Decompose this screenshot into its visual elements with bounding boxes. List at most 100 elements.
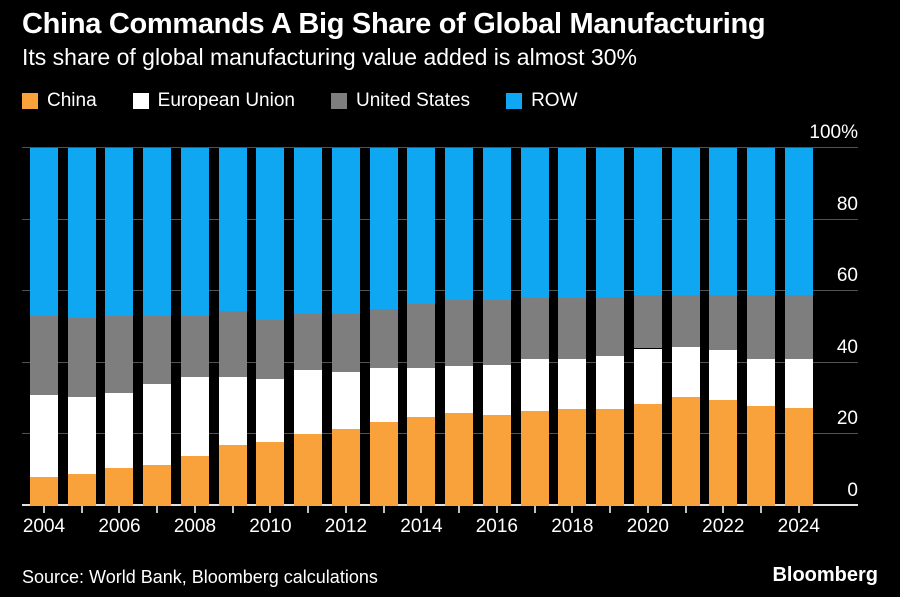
bar-segment-row-2013 <box>369 148 398 310</box>
x-axis-tick-2010 <box>269 506 272 513</box>
bar-segment-china-2021 <box>671 396 700 506</box>
chart-title: China Commands A Big Share of Global Man… <box>22 8 766 40</box>
source-note: Source: World Bank, Bloomberg calculatio… <box>22 567 378 587</box>
bar-segment-united-states-2020 <box>633 294 662 349</box>
bar-segment-china-2019 <box>596 409 625 506</box>
bar-segment-row-2005 <box>67 148 96 319</box>
y-axis-label-80: 80 <box>836 193 858 215</box>
x-axis-baseline <box>22 504 858 506</box>
bar-segment-row-2012 <box>331 148 360 315</box>
bar-segment-row-2020 <box>633 148 662 295</box>
bar-segment-european-union-2007 <box>143 384 172 465</box>
legend-item-row: ROW <box>506 90 578 112</box>
bar-segment-china-2010 <box>256 441 285 506</box>
bar-segment-united-states-2013 <box>369 309 398 369</box>
bar-segment-european-union-2011 <box>294 369 323 435</box>
legend-swatch-icon <box>132 93 149 109</box>
bar-segment-china-2005 <box>67 473 96 506</box>
bar-2007 <box>143 148 172 506</box>
y-axis-label-40: 40 <box>836 336 858 358</box>
bar-segment-united-states-2018 <box>558 298 587 360</box>
bar-segment-united-states-2015 <box>445 300 474 367</box>
bar-segment-european-union-2009 <box>218 377 247 446</box>
plot-area: 0 20 40 60 80 100% 2004 2006 2008 2010 2012 2014 201… <box>22 123 858 537</box>
bar-segment-united-states-2022 <box>709 294 738 351</box>
bar-segment-european-union-2021 <box>671 346 700 397</box>
bar-segment-china-2006 <box>105 468 134 506</box>
bar-segment-european-union-2005 <box>67 396 96 474</box>
x-axis-tick-2012 <box>344 506 347 513</box>
bar-segment-united-states-2010 <box>256 319 285 379</box>
bar-segment-china-2008 <box>180 455 209 506</box>
bar-segment-china-2018 <box>558 409 587 506</box>
bar-segment-row-2024 <box>784 148 813 295</box>
bar-2013 <box>369 148 398 506</box>
x-axis-tick-2021 <box>684 506 687 513</box>
legend-swatch-icon <box>506 93 523 109</box>
bar-segment-united-states-2019 <box>596 296 625 356</box>
bar-segment-european-union-2018 <box>558 359 587 410</box>
bar-segment-row-2015 <box>445 148 474 301</box>
bar-segment-united-states-2011 <box>294 314 323 370</box>
legend: China European Union United States ROW <box>22 90 578 112</box>
legend-label: United States <box>355 90 471 111</box>
x-axis-tick-2020 <box>646 506 649 513</box>
legend-item-european-union: European Union <box>132 90 295 112</box>
bar-2015 <box>445 148 474 506</box>
bar-2008 <box>180 148 209 506</box>
bar-2019 <box>596 148 625 506</box>
bar-segment-row-2019 <box>596 148 625 297</box>
x-axis-label-2008: 2008 <box>173 516 217 537</box>
bar-segment-european-union-2024 <box>784 359 813 408</box>
bar-segment-united-states-2014 <box>407 303 436 369</box>
bar-segment-european-union-2015 <box>445 366 474 413</box>
x-axis-tick-2016 <box>495 506 498 513</box>
x-axis-tick-2005 <box>80 506 83 513</box>
bar-segment-row-2011 <box>294 148 323 315</box>
y-axis-label-100: 100% <box>809 122 858 143</box>
x-axis-label-2024: 2024 <box>777 516 820 537</box>
bar-segment-european-union-2023 <box>747 359 776 406</box>
x-axis-label-2020: 2020 <box>626 516 669 537</box>
bar-segment-european-union-2004 <box>30 395 58 478</box>
bar-2023 <box>747 148 776 506</box>
bar-segment-european-union-2022 <box>709 350 738 401</box>
bar-segment-china-2015 <box>445 412 474 506</box>
bar-segment-china-2009 <box>218 445 247 506</box>
bar-2011 <box>294 148 323 506</box>
bar-2004 <box>30 148 58 506</box>
bar-segment-china-2020 <box>633 403 662 506</box>
bar-segment-united-states-2007 <box>143 316 172 385</box>
chart-subtitle: Its share of global manufacturing value … <box>22 44 637 70</box>
bar-segment-row-2018 <box>558 148 587 299</box>
bar-segment-china-2017 <box>520 411 549 506</box>
bar-segment-united-states-2004 <box>30 316 58 396</box>
bar-2024 <box>784 148 813 506</box>
x-axis-tick-2009 <box>231 506 234 513</box>
y-axis-label-60: 60 <box>836 265 858 287</box>
x-axis-tick-2008 <box>193 506 196 513</box>
bar-segment-european-union-2012 <box>331 371 360 430</box>
x-axis-label-2014: 2014 <box>400 516 443 537</box>
bar-2016 <box>482 148 511 506</box>
x-axis-label-2016: 2016 <box>475 516 519 537</box>
bar-segment-united-states-2023 <box>747 294 776 360</box>
bar-2020 <box>633 148 662 506</box>
bar-segment-european-union-2020 <box>633 348 662 404</box>
bar-segment-row-2023 <box>747 148 776 295</box>
bar-2010 <box>256 148 285 506</box>
gridline-40 <box>22 361 858 363</box>
legend-item-china: China <box>22 90 97 112</box>
x-axis-tick-2006 <box>118 506 121 513</box>
x-axis-tick-2023 <box>760 506 763 513</box>
bar-2022 <box>709 148 738 506</box>
x-axis-tick-2017 <box>533 506 536 513</box>
bar-segment-row-2009 <box>218 148 247 311</box>
gridline-60 <box>22 290 858 292</box>
bar-segment-row-2008 <box>180 148 209 317</box>
bar-segment-european-union-2019 <box>596 355 625 410</box>
legend-label: European Union <box>157 90 295 111</box>
bar-segment-european-union-2014 <box>407 368 436 417</box>
x-axis-tick-2014 <box>420 506 423 513</box>
